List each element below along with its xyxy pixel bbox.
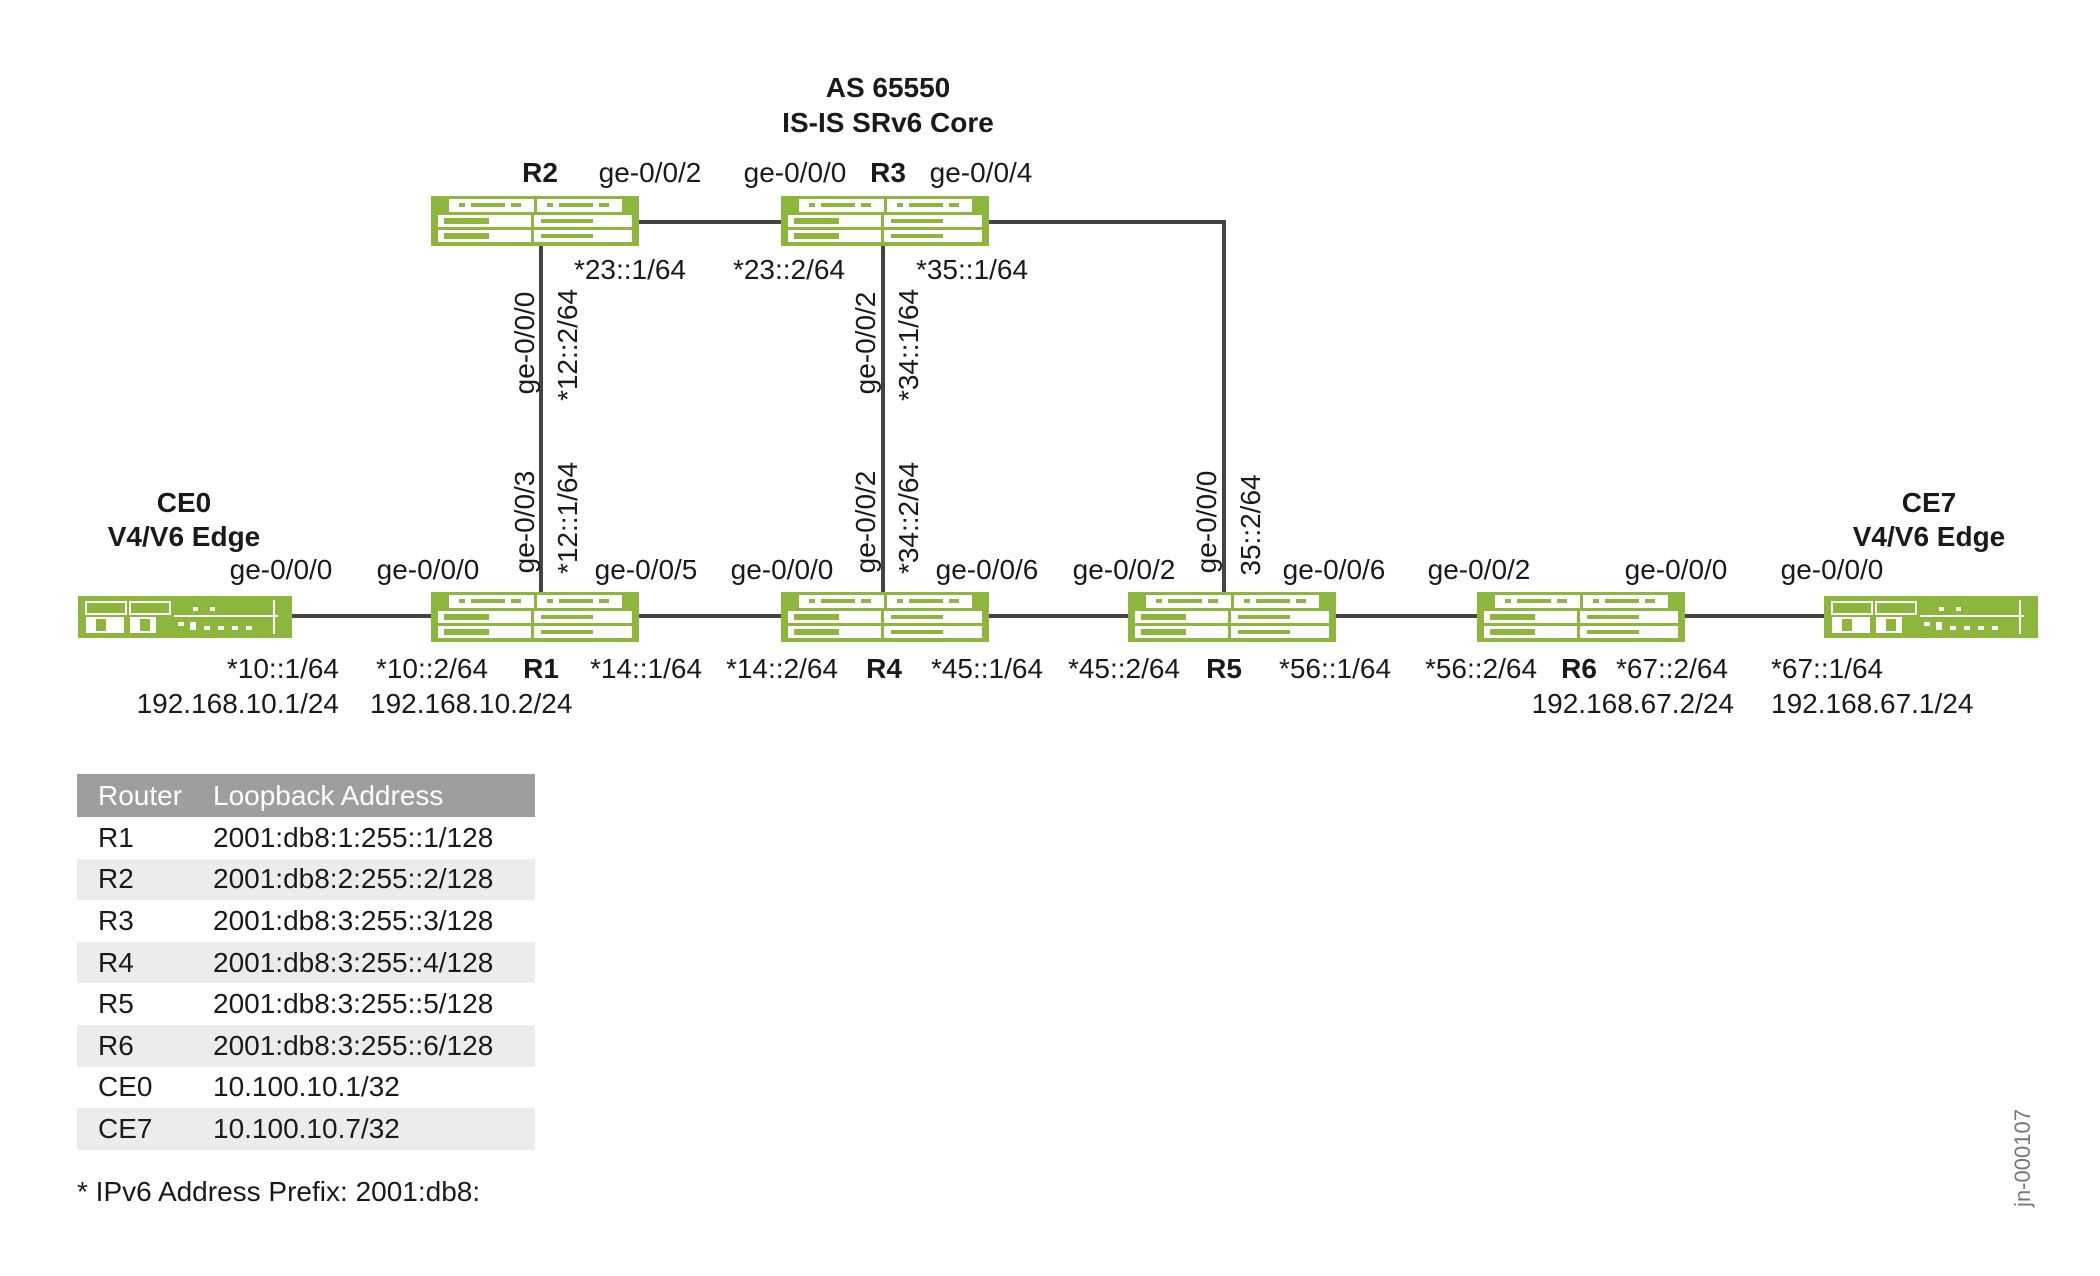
iface-label: ge-0/0/4 — [930, 157, 1033, 188]
iface-label: ge-0/0/0 — [1191, 471, 1222, 574]
core-description: IS-IS SRv6 Core — [782, 107, 994, 138]
table-row: R1 2001:db8:1:255::1/128 — [77, 817, 535, 859]
table-row: R5 2001:db8:3:255::5/128 — [77, 983, 535, 1025]
ip-label: *45::2/64 — [1068, 653, 1180, 684]
table-row: R4 2001:db8:3:255::4/128 — [77, 941, 535, 984]
iface-label: ge-0/0/3 — [509, 471, 540, 574]
router-cell: R6 — [77, 1024, 213, 1067]
iface-label: ge-0/0/2 — [599, 157, 702, 188]
table-row: R2 2001:db8:2:255::2/128 — [77, 858, 535, 901]
ce0-role: V4/V6 Edge — [108, 521, 261, 552]
ip-label: *35::1/64 — [916, 254, 1028, 285]
ip-label: *12::1/64 — [552, 462, 583, 574]
router-cell: R1 — [98, 821, 134, 853]
ip-label: *67::1/64 — [1771, 653, 1883, 684]
ipv4-label: 192.168.10.1/24 — [137, 688, 339, 719]
iface-label: ge-0/0/5 — [595, 554, 698, 585]
ip-label: *10::1/64 — [227, 653, 339, 684]
iface-label: ge-0/0/0 — [744, 157, 847, 188]
ip-label: *34::2/64 — [893, 462, 924, 574]
router-r4-label: R4 — [866, 653, 902, 684]
ipv4-label: 192.168.67.1/24 — [1771, 688, 1973, 719]
iface-label: ge-0/0/6 — [936, 554, 1039, 585]
router-cell: CE0 — [98, 1071, 153, 1103]
router-r5-icon — [1128, 592, 1336, 642]
iface-label: ge-0/0/0 — [509, 292, 540, 395]
router-cell: R4 — [77, 941, 213, 984]
ipv4-label: 192.168.10.2/24 — [370, 688, 572, 719]
router-cell: R5 — [98, 988, 134, 1020]
edge-device-ce7-icon — [1823, 595, 2039, 639]
iface-label: ge-0/0/0 — [377, 554, 480, 585]
iface-label: ge-0/0/0 — [731, 554, 834, 585]
loopback-cell: 2001:db8:3:255::5/128 — [213, 988, 494, 1020]
as-number: AS 65550 — [826, 72, 951, 103]
ip-label: *14::2/64 — [726, 653, 838, 684]
iface-label: ge-0/0/2 — [1428, 554, 1531, 585]
router-r4-icon — [781, 592, 989, 642]
table-row: CE7 10.100.10.7/32 — [77, 1108, 535, 1150]
router-r6-icon — [1477, 592, 1685, 642]
router-r2-icon — [431, 196, 639, 246]
loopback-cell: 2001:db8:3:255::4/128 — [213, 941, 535, 984]
ip-label: *14::1/64 — [590, 653, 702, 684]
router-cell: R3 — [98, 904, 134, 936]
router-r6-label: R6 — [1561, 653, 1597, 684]
loopback-table: Router Loopback Address R1 2001:db8:1:255… — [77, 774, 535, 1150]
ce0-label: CE0 — [157, 487, 211, 518]
ip-label: *23::2/64 — [733, 254, 845, 285]
loopback-cell: 2001:db8:3:255::3/128 — [213, 904, 494, 936]
ipv4-label: 192.168.67.2/24 — [1532, 688, 1734, 719]
column-header-loopback: Loopback Address — [213, 774, 535, 817]
loopback-cell: 2001:db8:2:255::2/128 — [213, 858, 535, 901]
router-cell: R2 — [77, 858, 213, 901]
iface-label: ge-0/0/0 — [230, 554, 333, 585]
ip-label: *12::2/64 — [552, 289, 583, 401]
router-r3-label: R3 — [870, 157, 906, 188]
edge-device-ce0-icon — [77, 595, 293, 639]
column-header-router: Router — [77, 774, 213, 817]
iface-label: ge-0/0/2 — [1073, 554, 1176, 585]
links — [292, 220, 1824, 618]
router-r1-icon — [431, 592, 639, 642]
table-row: CE0 10.100.10.1/32 — [77, 1067, 535, 1109]
figure-id: jn-000107 — [2010, 1109, 2035, 1207]
loopback-cell: 10.100.10.1/32 — [213, 1071, 400, 1103]
loopback-cell: 2001:db8:3:255::6/128 — [213, 1024, 535, 1067]
ip-label: *67::2/64 — [1616, 653, 1728, 684]
ip-label: *56::1/64 — [1279, 653, 1391, 684]
link-r3-r5 — [987, 220, 1226, 594]
router-r2-label: R2 — [522, 157, 558, 188]
loopback-cell: 2001:db8:1:255::1/128 — [213, 821, 494, 853]
footnote: * IPv6 Address Prefix: 2001:db8: — [77, 1176, 481, 1207]
iface-label: ge-0/0/2 — [850, 292, 881, 395]
table-row: R6 2001:db8:3:255::6/128 — [77, 1024, 535, 1067]
iface-label: ge-0/0/6 — [1283, 554, 1386, 585]
loopback-cell: 10.100.10.7/32 — [213, 1108, 535, 1150]
table-header-row: Router Loopback Address — [77, 774, 535, 817]
ce7-role: V4/V6 Edge — [1853, 521, 2006, 552]
ip-label: *34::1/64 — [893, 289, 924, 401]
router-r3-icon — [781, 196, 989, 246]
ip-label: *56::2/64 — [1425, 653, 1537, 684]
iface-label: ge-0/0/0 — [1781, 554, 1884, 585]
ip-label: 35::2/64 — [1235, 474, 1266, 575]
ce7-label: CE7 — [1902, 487, 1956, 518]
router-cell: CE7 — [77, 1108, 213, 1150]
router-r5-label: R5 — [1206, 653, 1242, 684]
ip-label: *10::2/64 — [376, 653, 488, 684]
ip-label: *23::1/64 — [574, 254, 686, 285]
table-row: R3 2001:db8:3:255::3/128 — [77, 900, 535, 942]
iface-label: ge-0/0/2 — [850, 471, 881, 574]
router-r1-label: R1 — [523, 653, 559, 684]
iface-label: ge-0/0/0 — [1625, 554, 1728, 585]
ip-label: *45::1/64 — [931, 653, 1043, 684]
